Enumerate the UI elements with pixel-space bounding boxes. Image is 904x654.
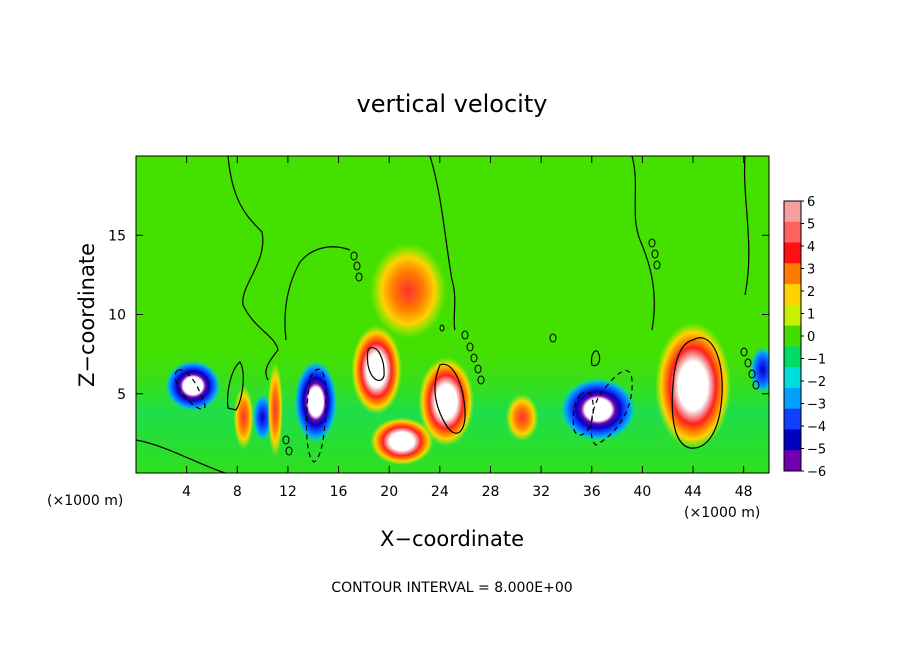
colorbar: 6 5 4 3 2 1 0 −1 −2 −3 −4 −5 −6: [783, 195, 826, 480]
downdraft-cell: [252, 393, 273, 442]
downdraft-contour: [174, 369, 206, 410]
colorbar-swatch: [784, 429, 801, 451]
x-tick-label: 4: [182, 484, 191, 500]
x-tick-label: 44: [684, 484, 702, 500]
y-axis-ticks: 5 10 15: [108, 228, 769, 403]
zero-contour: [284, 246, 351, 341]
x-tick-label: 24: [431, 484, 449, 500]
contour-lines: [136, 156, 760, 473]
x-tick-label: 20: [380, 484, 398, 500]
colorbar-swatch: [784, 325, 801, 347]
colorbar-tick-label: 4: [807, 240, 815, 255]
updraft-contour: [671, 337, 723, 449]
contour-interval-note: CONTOUR INTERVAL = 8.000E+00: [331, 580, 572, 596]
y-tick-label: 10: [108, 308, 126, 324]
zero-contour: [590, 350, 601, 367]
updraft-cell: [267, 362, 283, 458]
colorbar-tick-label: 5: [807, 218, 815, 233]
colorbar-tick-label: 2: [807, 285, 815, 300]
zero-contour: [227, 156, 279, 381]
zero-contour: [429, 156, 456, 331]
y-tick-label: 15: [108, 228, 126, 244]
colorbar-tick-label: 0: [807, 330, 815, 345]
updraft-cell: [505, 393, 539, 442]
velocity-field: [136, 243, 769, 473]
updraft-cell: [418, 357, 475, 447]
colorbar-tick-label: −5: [807, 443, 826, 458]
colorbar-swatch: [784, 201, 801, 223]
downdraft-cell: [165, 360, 221, 412]
small-contour-chain: [282, 238, 760, 456]
colorbar-tick-label: 3: [807, 263, 815, 278]
colorbar-swatch: [784, 304, 801, 327]
updraft-cell: [370, 417, 434, 466]
x-tick-label: 16: [330, 484, 348, 500]
updraft-cell: [655, 322, 732, 450]
colorbar-tick-label: −2: [807, 375, 826, 390]
downdraft-contour: [305, 368, 327, 463]
chart-title: vertical velocity: [357, 90, 548, 118]
colorbar-swatch: [784, 284, 801, 306]
x-tick-label: 8: [233, 484, 242, 500]
zero-contour: [631, 156, 655, 331]
zero-contour: [227, 361, 244, 411]
y-tick-label: 5: [117, 387, 126, 403]
colorbar-swatch: [784, 346, 801, 368]
x-tick-label: 48: [735, 484, 753, 500]
colorbar-swatch: [784, 221, 801, 244]
colorbar-swatch: [784, 242, 801, 264]
zero-contour: [743, 156, 750, 296]
zero-contour: [136, 439, 226, 473]
colorbar-tick-label: −1: [807, 353, 826, 368]
x-tick-label: 32: [532, 484, 550, 500]
x-tick-label: 40: [633, 484, 651, 500]
downdraft-cell: [294, 360, 338, 443]
colorbar-tick-label: −4: [807, 420, 826, 435]
colorbar-swatch: [784, 367, 801, 389]
downdraft-cell: [750, 346, 769, 394]
colorbar-tick-label: −6: [807, 465, 826, 480]
colorbar-swatch: [784, 450, 801, 472]
x-tick-label: 36: [583, 484, 601, 500]
y-axis-title: Z−coordinate: [75, 243, 99, 387]
x-axis-title: X−coordinate: [380, 527, 524, 551]
updraft-contour: [366, 347, 385, 381]
x-unit-left: (×1000 m): [47, 493, 123, 509]
colorbar-swatch: [784, 263, 801, 285]
downdraft-contour: [590, 369, 633, 446]
updraft-cell: [233, 385, 254, 450]
colorbar-tick-label: 1: [807, 308, 815, 323]
colorbar-swatch: [784, 408, 801, 430]
colorbar-tick-label: 6: [807, 195, 815, 210]
x-axis-ticks: 4 8 12 16 20 24 28 32 36 40 44 48: [182, 156, 753, 500]
x-tick-label: 28: [482, 484, 500, 500]
downdraft-cell: [560, 377, 637, 442]
updraft-cell: [351, 325, 402, 415]
x-tick-label: 12: [279, 484, 297, 500]
downdraft-contour: [572, 391, 594, 436]
x-unit-right: (×1000 m): [684, 505, 760, 521]
updraft-contour: [434, 363, 466, 434]
updraft-cell: [370, 243, 447, 339]
colorbar-tick-label: −3: [807, 398, 826, 413]
colorbar-swatch: [784, 387, 801, 410]
